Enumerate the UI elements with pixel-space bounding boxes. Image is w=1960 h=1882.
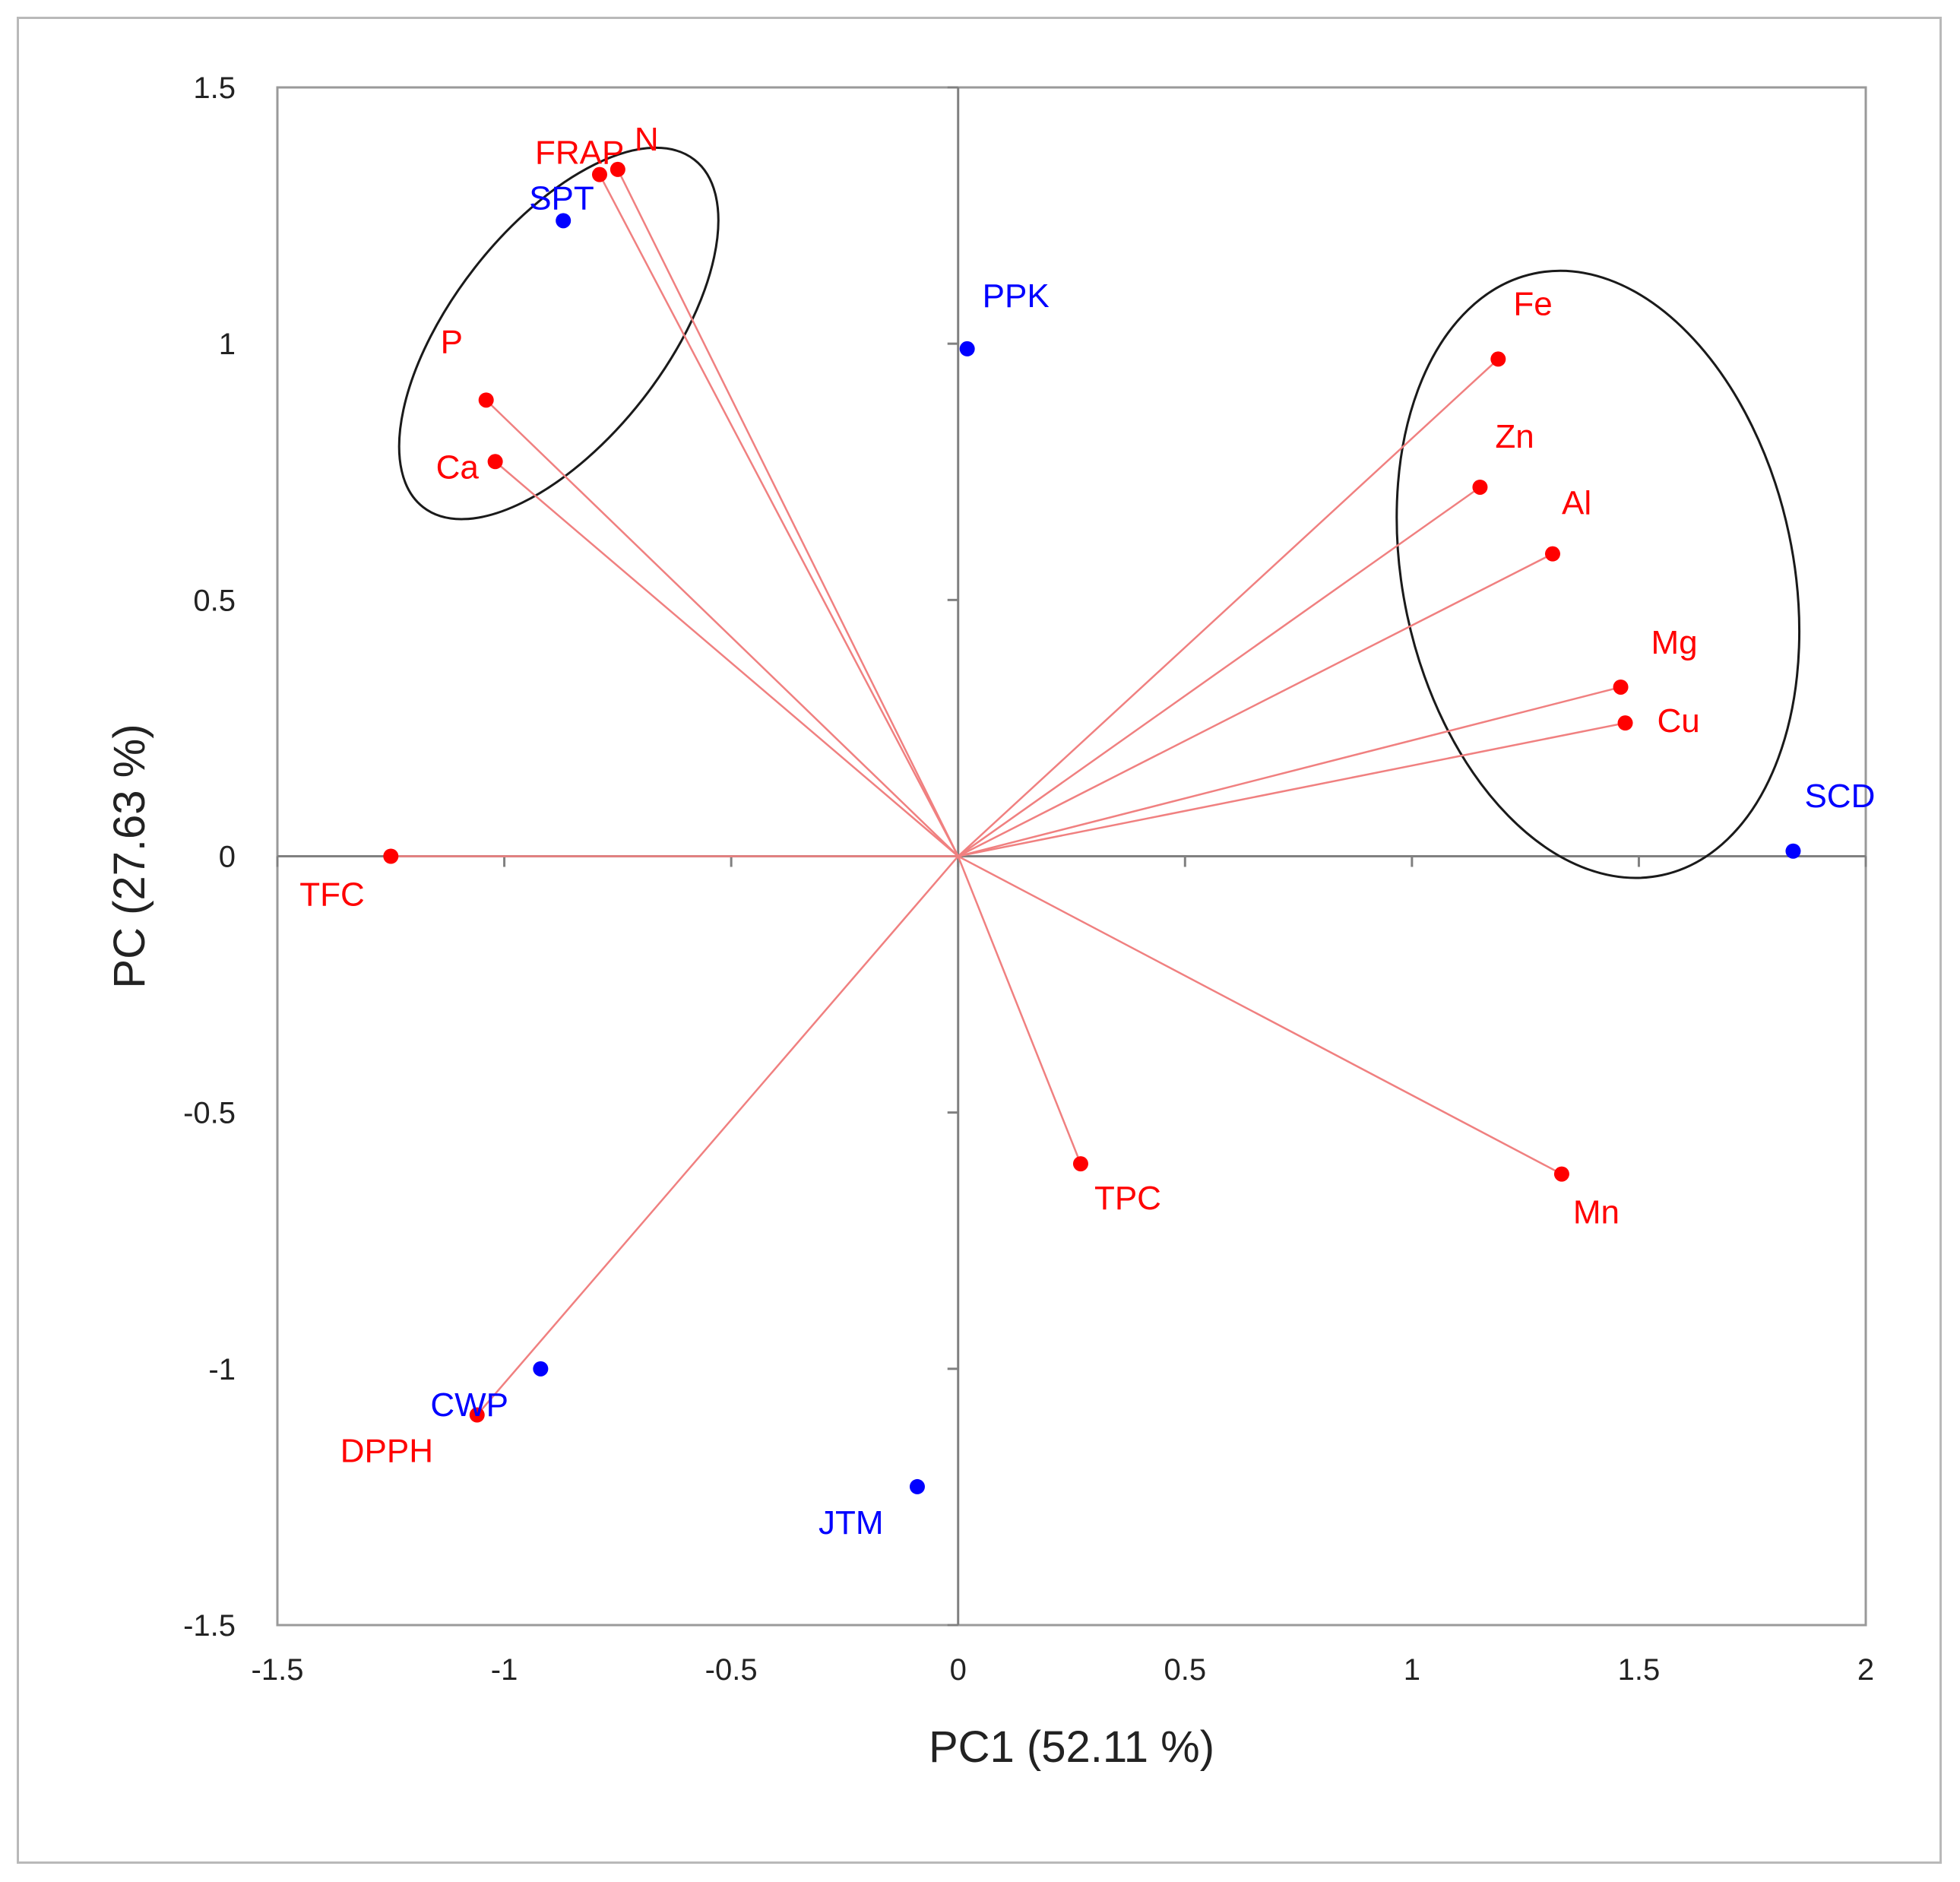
variable-point-fe [1490,351,1506,367]
y-axis-title: PC (27.63 %) [105,724,154,988]
loading-line-ca [494,461,959,857]
sample-label-scd: SCD [1804,778,1875,815]
sample-point-scd [1785,843,1801,859]
sample-point-spt [556,213,572,229]
x-tick-label: -0.5 [705,1653,758,1687]
y-tick-label: -1.5 [183,1609,236,1643]
loading-line-mn [958,855,1563,1175]
y-tick-label: -0.5 [183,1097,236,1130]
variable-point-n [610,161,625,177]
variable-point-mn [1553,1166,1569,1182]
loading-line-zn [957,486,1481,857]
y-tick-label: -1 [208,1353,236,1386]
sample-label-ppk: PPK [983,277,1050,315]
y-tick-label: 0 [219,841,236,874]
variable-label-tfc: TFC [299,876,365,914]
variable-label-n: N [635,121,659,158]
x-tick-label: 0.5 [1164,1653,1206,1687]
loading-line-tpc [957,856,1082,1164]
loading-line-n [616,169,959,857]
y-tick-label: 1.5 [193,71,236,105]
variable-point-frap [591,166,607,182]
variable-label-dpph: DPPH [340,1433,433,1470]
x-tick-label: 0 [950,1653,967,1687]
variable-point-mg [1613,679,1629,695]
variable-label-al: Al [1562,485,1591,522]
sample-label-spt: SPT [529,179,594,217]
x-tick-label: 1.5 [1618,1653,1661,1687]
variable-point-al [1544,546,1560,562]
x-axis-title: PC1 (52.11 %) [929,1722,1214,1772]
y-tick-label: 1 [219,328,236,361]
variable-point-cu [1617,715,1633,731]
variable-label-tpc: TPC [1094,1180,1161,1217]
variable-label-zn: Zn [1495,418,1534,455]
variable-point-tfc [383,848,399,864]
variable-point-ca [487,454,503,470]
loading-line-dpph [476,855,959,1416]
sample-label-jtm: JTM [819,1504,884,1541]
variable-point-p [478,392,494,408]
x-tick-label: 1 [1404,1653,1420,1687]
group-ellipse-right-group [1395,269,1801,879]
variable-label-frap: FRAP [535,135,624,172]
variable-label-mn: Mn [1573,1194,1620,1231]
sample-point-ppk [959,341,975,356]
x-tick-label: -1 [491,1653,518,1687]
loading-line-al [958,553,1553,857]
sample-point-cwp [533,1361,549,1377]
figure-frame [17,17,1942,1864]
variable-point-zn [1472,479,1488,495]
loading-line-mg [958,686,1621,857]
variable-label-ca: Ca [436,448,480,486]
variable-point-tpc [1072,1156,1088,1172]
sample-point-jtm [909,1478,925,1494]
x-tick-label: -1.5 [252,1653,304,1687]
loading-line-p [485,399,959,857]
variable-label-p: P [441,323,463,360]
variable-point-dpph [469,1407,485,1423]
x-tick-label: 2 [1857,1653,1874,1687]
loading-line-fe [957,358,1499,857]
variable-label-cu: Cu [1658,702,1700,740]
loading-line-frap [598,174,959,857]
sample-label-cwp: CWP [430,1386,508,1424]
y-tick-label: 0.5 [193,584,236,617]
variable-label-fe: Fe [1513,285,1552,322]
group-ellipse-left-group [397,146,720,521]
loading-line-cu [958,721,1626,857]
variable-label-mg: Mg [1651,624,1698,661]
